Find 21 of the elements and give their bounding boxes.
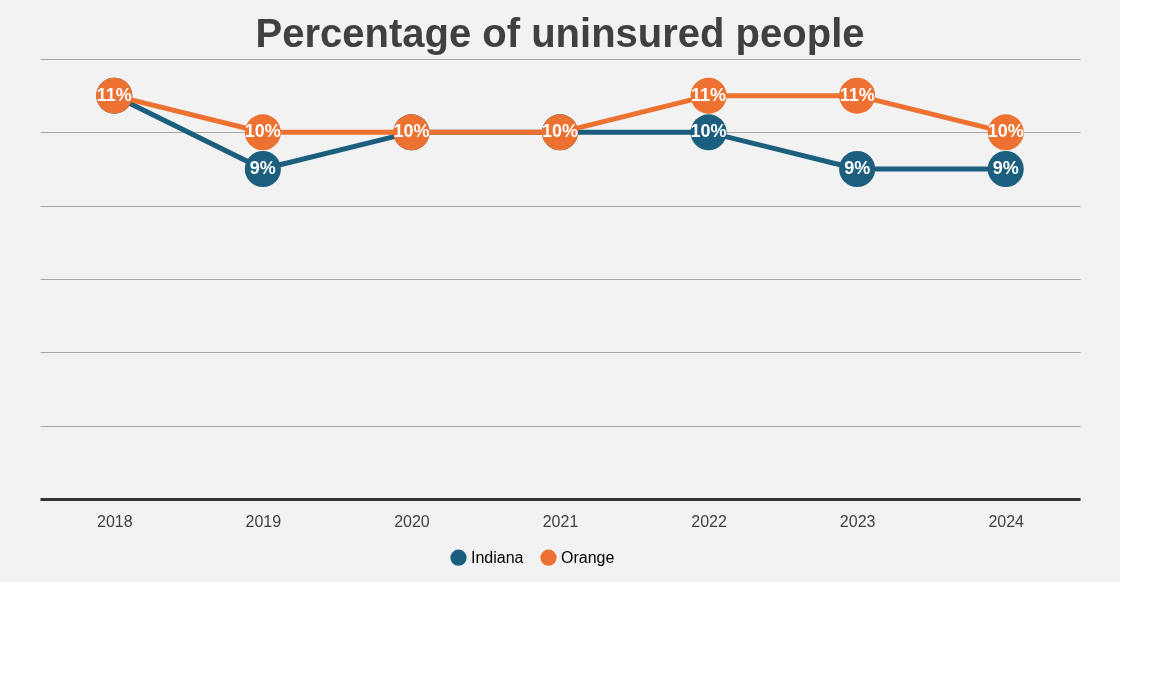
x-tick-label: 2020 [394,512,430,530]
data-label: 11% [96,84,132,105]
legend-label: Indiana [471,548,524,566]
data-label: 10% [987,121,1024,142]
x-tick-label: 2021 [542,512,579,530]
data-label: 10% [393,121,430,142]
data-label: 9% [249,158,276,178]
data-label: 9% [844,158,871,178]
legend-label: Orange [561,548,615,566]
x-tick-label: 2018 [96,512,133,530]
x-tick-label: 2022 [691,512,727,530]
chart-title: Percentage of uninsured people [255,11,865,55]
data-label: 10% [690,121,727,142]
x-tick-label: 2023 [839,512,876,530]
data-label: 10% [541,121,579,142]
data-label: 11% [691,84,727,105]
data-label: 9% [992,158,1019,178]
data-label: 10% [244,121,281,142]
data-label: 11% [839,84,875,105]
x-tick-label: 2024 [988,512,1025,530]
x-tick-label: 2019 [245,512,282,530]
